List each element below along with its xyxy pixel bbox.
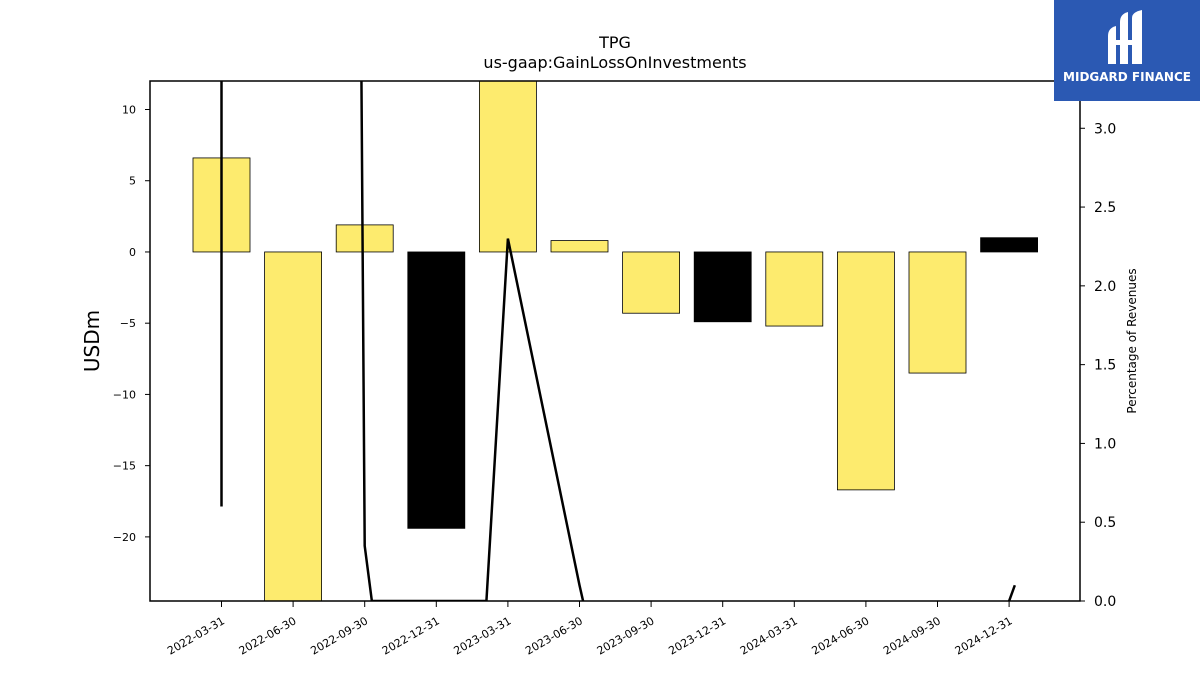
bar-2022-12-31 (407, 251, 466, 529)
y-axis-right: 0.0 0.5 1.0 1.5 2.0 2.5 3.0 (1080, 121, 1116, 610)
y2-tick-label: 1.5 (1094, 358, 1116, 374)
y2-tick-label: 0.5 (1094, 515, 1116, 531)
y-tick-label: −5 (120, 317, 136, 330)
x-axis: 2022-03-31 2022-06-30 2022-09-30 2022-12-31… (165, 601, 1015, 658)
bar-2022-09-30 (335, 224, 394, 253)
y-tick-label: −15 (113, 460, 136, 473)
plot-frame (149, 80, 1081, 602)
midgard-finance-logo: MIDGARD FINANCE (1054, 0, 1200, 101)
y-tick-label: 0 (129, 246, 136, 259)
x-tick-label-2022-06-30: 2022-06-30 (237, 614, 299, 657)
bars (192, 80, 1038, 602)
bar-2022-06-30 (264, 251, 323, 602)
x-tick-label-2022-12-31: 2022-12-31 (380, 614, 442, 657)
x-tick-label-2024-09-30: 2024-09-30 (881, 614, 943, 657)
y2-tick-label: 0.0 (1094, 594, 1116, 610)
y-tick-label: −10 (113, 388, 136, 401)
y2-axis-label: Percentage of Revenues (1125, 268, 1139, 413)
logo-text: MIDGARD FINANCE (1063, 70, 1191, 84)
y-axis-label: USDm (80, 310, 104, 372)
x-tick-label-2024-06-30: 2024-06-30 (810, 614, 872, 657)
x-tick-label-2023-03-31: 2023-03-31 (452, 614, 514, 657)
logo-mark-icon: MIDGARD FINANCE (1063, 10, 1191, 84)
x-tick-label-2023-12-31: 2023-12-31 (666, 614, 728, 657)
bar-2024-03-31 (765, 251, 824, 327)
x-tick-label-2024-12-31: 2024-12-31 (953, 614, 1015, 657)
y2-tick-label: 2.0 (1094, 279, 1116, 295)
bar-2024-09-30 (908, 251, 967, 374)
percentage-line-segment-2 (1007, 584, 1017, 601)
y2-tick-label: 3.0 (1094, 121, 1116, 137)
x-tick-label-2023-09-30: 2023-09-30 (595, 614, 657, 657)
bar-2024-12-31 (980, 237, 1038, 253)
y2-tick-label: 1.0 (1094, 436, 1116, 452)
bar-2023-06-30 (550, 240, 609, 253)
y2-tick-label: 2.5 (1094, 200, 1116, 216)
y-tick-label: 5 (129, 175, 136, 188)
chart-title: TPG (598, 33, 631, 52)
y-axis-left: 10 5 0 −5 −10 −15 −20 (113, 103, 150, 544)
bar-2023-09-30 (622, 251, 680, 314)
x-tick-label-2023-06-30: 2023-06-30 (523, 614, 585, 657)
x-tick-label-2024-03-31: 2024-03-31 (738, 614, 800, 657)
chart-subtitle: us-gaap:GainLossOnInvestments (483, 53, 746, 72)
x-tick-label-2022-09-30: 2022-09-30 (308, 614, 370, 657)
x-tick-label-2022-03-31: 2022-03-31 (165, 614, 227, 657)
percentage-line-segment-1 (360, 81, 585, 601)
y-tick-label: 10 (122, 103, 136, 116)
bar-2023-12-31 (693, 251, 752, 323)
bar-2024-06-30 (837, 251, 895, 491)
percentage-line (220, 81, 1017, 601)
y-tick-label: −20 (113, 531, 136, 544)
bar-2023-03-31 (478, 80, 537, 253)
